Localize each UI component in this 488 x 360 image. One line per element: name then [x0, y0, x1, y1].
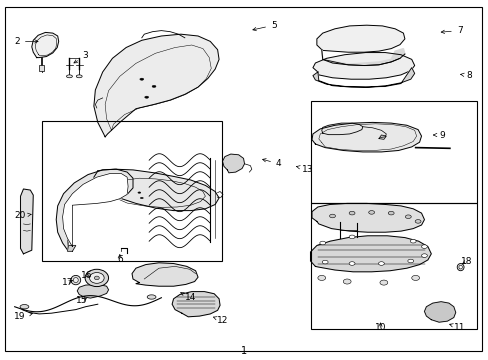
Bar — [310, 203, 476, 329]
Polygon shape — [321, 49, 404, 66]
Text: 9: 9 — [433, 130, 445, 139]
Text: 6: 6 — [117, 255, 122, 264]
Polygon shape — [222, 154, 244, 173]
Polygon shape — [312, 68, 414, 87]
Ellipse shape — [348, 235, 354, 239]
Polygon shape — [32, 32, 59, 58]
Ellipse shape — [71, 275, 81, 285]
Text: 4: 4 — [262, 159, 281, 168]
Polygon shape — [94, 34, 219, 137]
Polygon shape — [67, 246, 76, 251]
Ellipse shape — [319, 241, 325, 245]
Polygon shape — [77, 284, 108, 298]
Ellipse shape — [20, 305, 29, 309]
Polygon shape — [424, 302, 455, 322]
Ellipse shape — [152, 85, 156, 87]
Ellipse shape — [421, 254, 427, 257]
Ellipse shape — [407, 259, 413, 263]
Ellipse shape — [144, 96, 148, 98]
Text: 1: 1 — [241, 346, 247, 356]
Text: 2: 2 — [14, 37, 38, 46]
Text: 11: 11 — [449, 323, 465, 332]
Text: 10: 10 — [374, 323, 386, 332]
Text: 12: 12 — [213, 316, 228, 325]
Ellipse shape — [405, 215, 410, 219]
Ellipse shape — [94, 276, 99, 280]
Ellipse shape — [85, 269, 108, 287]
FancyBboxPatch shape — [39, 65, 44, 71]
Polygon shape — [20, 189, 33, 254]
Text: 17: 17 — [61, 278, 73, 287]
Ellipse shape — [140, 78, 143, 80]
Text: 14: 14 — [180, 292, 196, 302]
Polygon shape — [56, 169, 133, 251]
Ellipse shape — [140, 197, 143, 199]
Text: 5: 5 — [252, 21, 276, 31]
Text: 20: 20 — [14, 211, 31, 220]
Polygon shape — [311, 203, 424, 232]
Polygon shape — [378, 135, 386, 139]
Bar — [41, 121, 222, 261]
Ellipse shape — [378, 262, 384, 265]
Ellipse shape — [317, 275, 325, 280]
Text: 3: 3 — [74, 51, 88, 63]
Ellipse shape — [411, 275, 419, 280]
Ellipse shape — [458, 265, 461, 269]
Text: 8: 8 — [460, 71, 471, 80]
Ellipse shape — [89, 273, 104, 283]
Polygon shape — [132, 263, 198, 286]
Ellipse shape — [379, 280, 387, 285]
Text: 18: 18 — [460, 256, 472, 265]
Ellipse shape — [348, 211, 354, 215]
Polygon shape — [311, 122, 421, 152]
Polygon shape — [172, 292, 220, 317]
Ellipse shape — [343, 279, 350, 284]
Polygon shape — [310, 236, 430, 272]
Text: 7: 7 — [440, 26, 462, 35]
Ellipse shape — [409, 239, 415, 243]
Polygon shape — [312, 53, 414, 79]
Ellipse shape — [138, 192, 141, 193]
Text: 16: 16 — [81, 271, 93, 280]
Ellipse shape — [348, 262, 354, 265]
Ellipse shape — [322, 260, 327, 264]
Ellipse shape — [73, 278, 78, 283]
Ellipse shape — [147, 295, 156, 299]
Polygon shape — [62, 174, 128, 247]
Ellipse shape — [66, 75, 72, 78]
Bar — [310, 101, 476, 203]
Text: 13: 13 — [296, 165, 313, 174]
Polygon shape — [321, 123, 362, 135]
Ellipse shape — [421, 245, 427, 248]
Ellipse shape — [456, 264, 463, 271]
Ellipse shape — [368, 211, 374, 214]
Ellipse shape — [76, 75, 82, 78]
Ellipse shape — [414, 220, 420, 223]
Text: 19: 19 — [14, 312, 32, 321]
Text: 15: 15 — [76, 296, 88, 305]
Polygon shape — [94, 169, 219, 211]
Ellipse shape — [329, 214, 335, 218]
Ellipse shape — [387, 211, 393, 215]
Polygon shape — [316, 25, 404, 52]
